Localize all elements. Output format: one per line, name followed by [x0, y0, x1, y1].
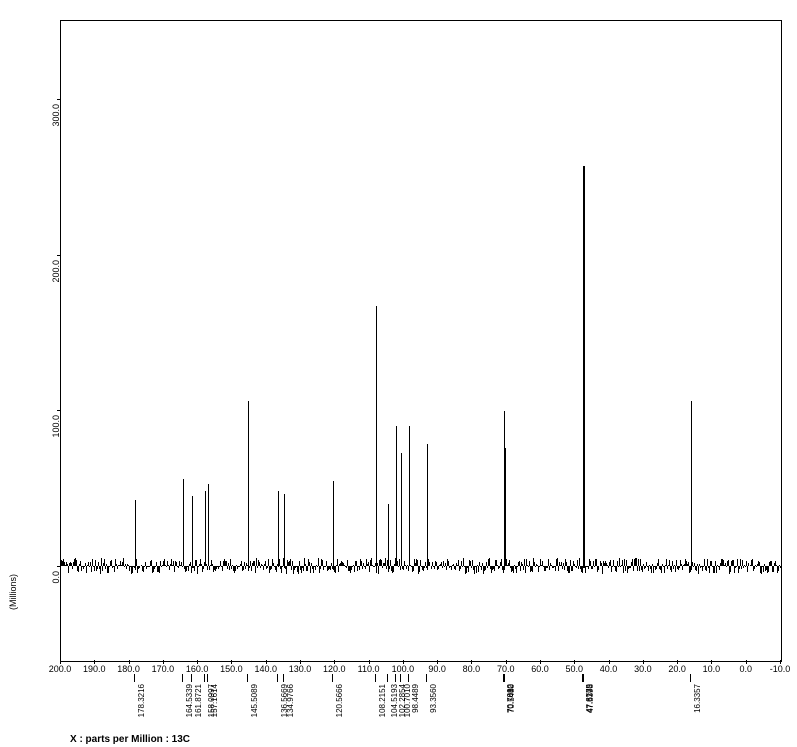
- spectrum-peak: [376, 306, 377, 566]
- spectrum-peak: [135, 500, 136, 566]
- y-tick-label: 0.0: [51, 571, 61, 601]
- peak-label-tick: [277, 674, 278, 682]
- nmr-chart-container: (Millions) 0.0100.0200.0300.0 200.0190.0…: [0, 0, 797, 747]
- y-axis-label: (Millions): [8, 574, 18, 610]
- x-tick-label: 140.0: [254, 664, 277, 674]
- peak-ppm-label: 157.1614: [210, 684, 219, 717]
- x-tick-label: 10.0: [703, 664, 721, 674]
- peak-label-tick: [408, 674, 409, 682]
- peak-label-tick: [426, 674, 427, 682]
- peak-label-tick: [191, 674, 192, 682]
- spectrum-peak: [691, 401, 692, 566]
- spectrum-peak: [396, 426, 397, 566]
- spectrum-peak: [388, 504, 389, 566]
- spectrum-peak: [584, 166, 585, 566]
- spectrum-peak: [183, 479, 184, 566]
- x-tick-label: 80.0: [463, 664, 481, 674]
- peak-ppm-label: 93.3560: [429, 684, 438, 713]
- x-tick-label: 130.0: [289, 664, 312, 674]
- spectrum-peak: [284, 494, 285, 566]
- y-tick-label: 300.0: [51, 104, 61, 134]
- x-tick-label: 120.0: [323, 664, 346, 674]
- peak-label-tick: [204, 674, 205, 682]
- peak-ppm-label: 70.5480: [507, 684, 516, 713]
- x-tick-label: 160.0: [186, 664, 209, 674]
- plot-area: 0.0100.0200.0300.0: [60, 20, 782, 662]
- peak-label-tick: [504, 674, 505, 682]
- spectrum-peak: [248, 401, 249, 566]
- x-tick-label: 20.0: [668, 664, 686, 674]
- peak-ppm-label: 108.2151: [378, 684, 387, 717]
- peak-ppm-label: 134.9766: [286, 684, 295, 717]
- spectrum-peak: [505, 448, 506, 566]
- x-tick-label: 170.0: [152, 664, 175, 674]
- x-axis-caption: X : parts per Million : 13C: [70, 734, 190, 745]
- peak-ppm-label: 164.5339: [185, 684, 194, 717]
- noise-baseline: [61, 21, 781, 661]
- spectrum-peak: [205, 491, 206, 566]
- spectrum-peak: [401, 453, 402, 566]
- peak-label-tick: [182, 674, 183, 682]
- peak-ppm-label: 145.5089: [250, 684, 259, 717]
- peak-label-tick: [134, 674, 135, 682]
- x-tick-label: 0.0: [739, 664, 752, 674]
- spectrum-peak: [208, 484, 209, 566]
- x-tick-label: 190.0: [83, 664, 106, 674]
- x-tick-label: -10.0: [770, 664, 791, 674]
- x-tick-label: 70.0: [497, 664, 515, 674]
- spectrum-peak: [278, 491, 279, 566]
- peak-label-tick: [400, 674, 401, 682]
- spectrum-peak: [333, 481, 334, 566]
- spectrum-peak: [192, 496, 193, 566]
- peak-label-tick: [690, 674, 691, 682]
- peak-label-tick: [387, 674, 388, 682]
- peak-ppm-label: 178.3216: [137, 684, 146, 717]
- x-tick-label: 180.0: [117, 664, 140, 674]
- peak-label-tick: [395, 674, 396, 682]
- x-tick-label: 100.0: [392, 664, 415, 674]
- x-tick-label: 90.0: [428, 664, 446, 674]
- x-tick-label: 40.0: [600, 664, 618, 674]
- peak-label-tick: [375, 674, 376, 682]
- spectrum-peak: [427, 444, 428, 566]
- x-tick-label: 150.0: [220, 664, 243, 674]
- peak-label-tick: [583, 674, 584, 682]
- peak-ppm-label: 120.5666: [335, 684, 344, 717]
- y-tick-label: 100.0: [51, 415, 61, 445]
- spectrum-peak: [409, 426, 410, 566]
- peak-label-tick: [283, 674, 284, 682]
- peak-label-tick: [247, 674, 248, 682]
- x-tick-label: 30.0: [634, 664, 652, 674]
- peak-label-tick: [332, 674, 333, 682]
- peak-ppm-label: 161.8721: [194, 684, 203, 717]
- y-tick-label: 200.0: [51, 260, 61, 290]
- peak-label-tick: [207, 674, 208, 682]
- x-tick-label: 60.0: [531, 664, 549, 674]
- x-tick-label: 200.0: [49, 664, 72, 674]
- x-tick-label: 50.0: [566, 664, 584, 674]
- peak-ppm-label: 98.4489: [411, 684, 420, 713]
- peak-ppm-label: 16.3357: [693, 684, 702, 713]
- peak-ppm-label: 47.5398: [586, 684, 595, 713]
- x-tick-label: 110.0: [358, 664, 380, 674]
